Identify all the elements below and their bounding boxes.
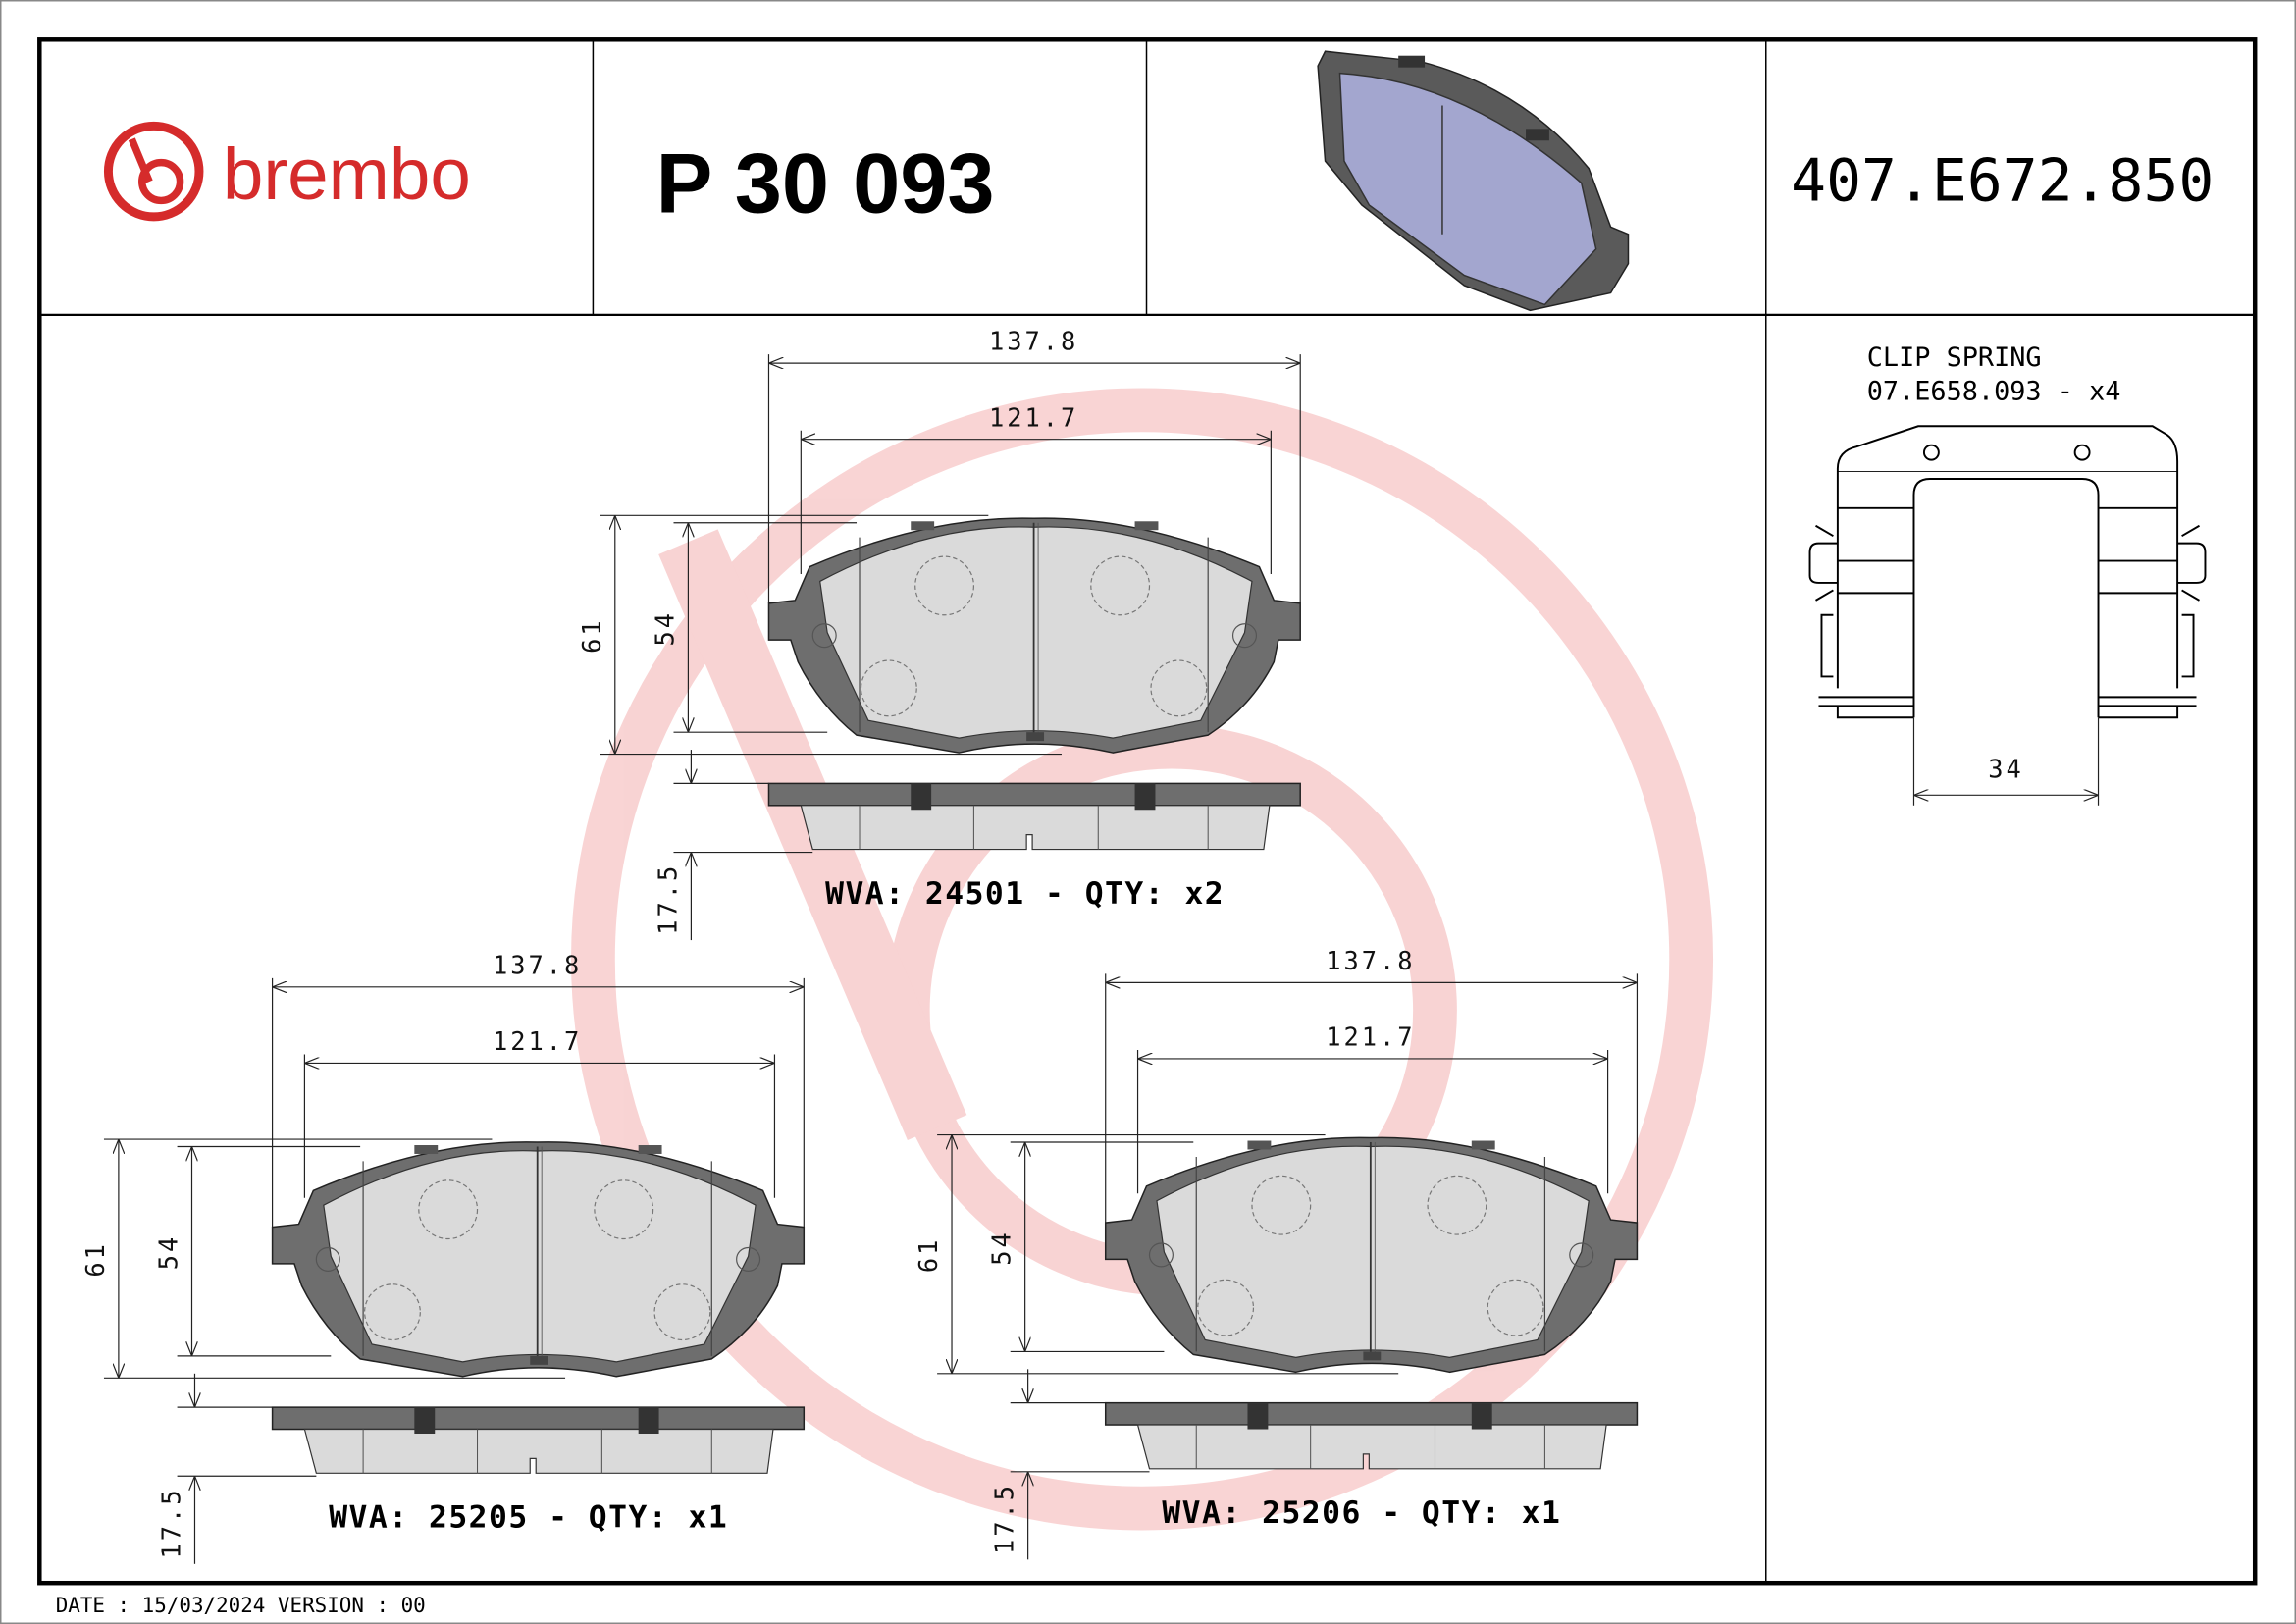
pad-drawing-block: 137.8 121.7 61 54 17.5 WVA: 25205 - QTY: x1 (80, 950, 806, 1564)
brake-pad-3d-image (1317, 50, 1630, 312)
pad-drawing-block: 137.8 121.7 61 54 17.5 WVA: 25206 - QTY: x1 (913, 946, 1639, 1560)
wva-quantity-label: WVA: 24501 - QTY: x2 (825, 876, 1225, 912)
brembo-logo: brembo (103, 121, 471, 222)
dimension-width-inner: 121.7 (989, 402, 1078, 432)
dimension-height-inner: 54 (987, 1230, 1017, 1266)
part-number: P 30 093 (656, 136, 995, 231)
clip-spring-code: 07.E658.093 - x4 (1867, 376, 2121, 406)
dimension-height-outer: 61 (913, 1237, 943, 1274)
dimension-height-inner: 54 (650, 610, 679, 647)
pad-front-view (1104, 1136, 1639, 1374)
dimension-height-inner: 54 (154, 1234, 183, 1271)
dimension-width-inner: 121.7 (1326, 1022, 1415, 1052)
pad-drawing-block: 137.8 121.7 61 54 17.5 WVA: 24501 - QTY: x2 (577, 327, 1302, 941)
dimension-width-inner: 121.7 (493, 1026, 582, 1056)
dimension-height-outer: 61 (577, 617, 606, 654)
pad-side-view (767, 782, 1301, 851)
pad-side-view (271, 1406, 806, 1475)
dimension-width-outer: 137.8 (1326, 946, 1415, 975)
dimension-thickness: 17.5 (157, 1488, 186, 1559)
dimension-thickness: 17.5 (990, 1483, 1019, 1554)
clip-spring-drawing (1808, 425, 2207, 719)
dimension-thickness: 17.5 (652, 864, 682, 935)
reference-number: 407.E672.850 (1791, 147, 2214, 215)
clip-spring-title: CLIP SPRING (1867, 342, 2042, 373)
wva-quantity-label: WVA: 25205 - QTY: x1 (329, 1500, 728, 1536)
dimension-height-outer: 61 (80, 1241, 110, 1278)
wva-quantity-label: WVA: 25206 - QTY: x1 (1162, 1495, 1561, 1531)
brand-name: brembo (223, 132, 471, 215)
date-version-footer: DATE : 15/03/2024 VERSION : 00 (56, 1594, 426, 1617)
clip-dimension-label: 34 (1988, 754, 2024, 783)
clip-spring-section: CLIP SPRING 07.E658.093 - x4 34 (1808, 342, 2207, 806)
dimension-width-outer: 137.8 (493, 950, 582, 979)
dimension-width-outer: 137.8 (989, 327, 1078, 356)
pad-front-view (767, 517, 1302, 754)
pad-side-view (1104, 1401, 1639, 1470)
pad-front-view (271, 1140, 806, 1378)
